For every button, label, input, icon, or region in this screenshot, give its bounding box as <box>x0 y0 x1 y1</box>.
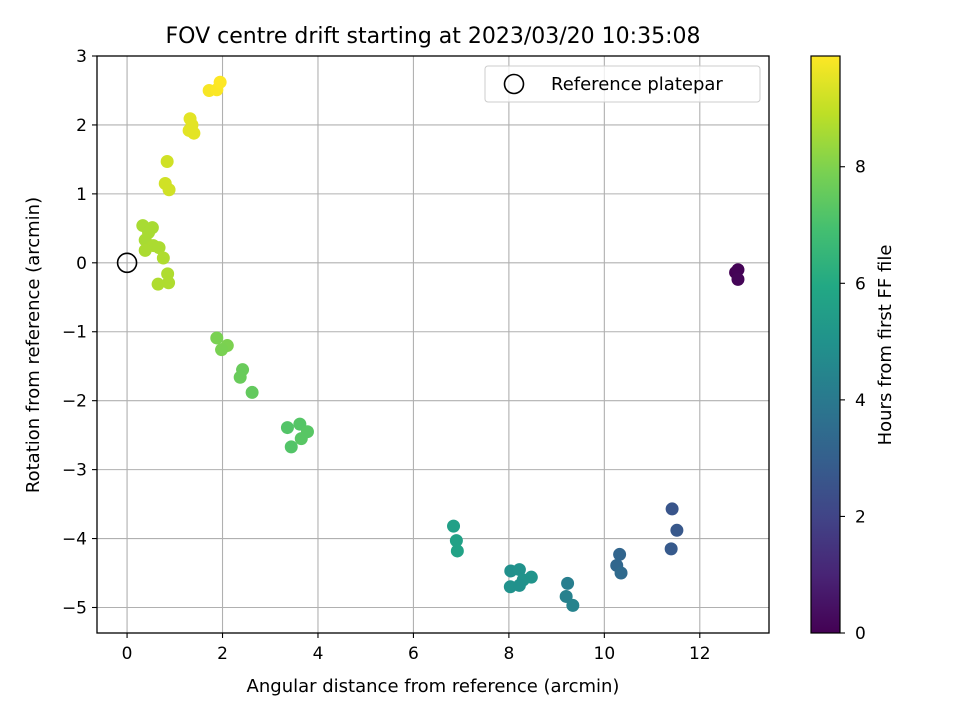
data-point <box>294 432 308 446</box>
colorbar-ticks: 0 2 4 6 8 <box>840 158 866 644</box>
data-point <box>561 576 575 590</box>
y-tick-label: 0 <box>76 254 87 274</box>
data-point <box>664 542 678 556</box>
data-point <box>162 183 176 197</box>
data-point <box>138 243 152 257</box>
data-point <box>447 519 461 533</box>
legend: Reference platepar <box>484 65 761 103</box>
x-tick-label: 6 <box>408 644 419 664</box>
data-point <box>213 75 227 89</box>
y-tick-label: 1 <box>76 185 87 205</box>
colorbar-label: Hours from first FF file <box>875 245 896 446</box>
data-point <box>512 578 526 592</box>
data-point <box>614 566 628 580</box>
colorbar-gradient <box>810 55 841 634</box>
data-point <box>233 370 247 384</box>
y-tick-label: −3 <box>62 461 87 481</box>
y-tick-label: −1 <box>62 323 87 343</box>
reference-platepar-marker <box>116 252 138 274</box>
data-point <box>156 251 170 265</box>
legend-box <box>484 65 761 103</box>
data-point <box>566 598 580 612</box>
x-axis-ticks: 0 2 4 6 8 10 12 <box>122 633 711 664</box>
x-axis-label: Angular distance from reference (arcmin) <box>247 676 620 697</box>
y-axis-label: Rotation from reference (arcmin) <box>23 197 44 493</box>
colorbar: 0 2 4 6 8 Hours from first FF file <box>810 55 896 644</box>
y-axis-ticks: 3 2 1 0 −1 −2 −3 −4 −5 <box>62 47 97 618</box>
colorbar-tick-label: 0 <box>855 624 866 644</box>
grid-lines <box>97 55 769 633</box>
data-point <box>160 154 174 168</box>
data-point <box>280 421 294 435</box>
data-point <box>215 343 229 357</box>
plot-frame <box>96 55 770 634</box>
data-point <box>731 272 745 286</box>
data-point <box>450 544 464 558</box>
data-point <box>187 126 201 140</box>
data-point <box>152 241 166 255</box>
y-tick-label: 3 <box>76 47 87 67</box>
data-point <box>665 502 679 516</box>
data-point <box>559 589 573 603</box>
x-tick-label: 8 <box>503 644 514 664</box>
colorbar-tick-label: 8 <box>855 158 866 178</box>
data-point <box>210 331 224 345</box>
data-point <box>284 440 298 454</box>
data-point <box>670 523 684 537</box>
y-tick-label: 2 <box>76 116 87 136</box>
y-tick-label: −5 <box>62 598 87 618</box>
x-tick-label: 4 <box>313 644 324 664</box>
x-tick-label: 10 <box>594 644 616 664</box>
colorbar-tick-label: 2 <box>855 507 866 527</box>
data-point <box>449 534 463 548</box>
data-point <box>731 263 745 277</box>
x-tick-label: 0 <box>122 644 133 664</box>
x-tick-label: 2 <box>217 644 228 664</box>
legend-open-circle-icon <box>503 73 525 95</box>
data-point <box>512 563 526 577</box>
data-point <box>245 385 259 399</box>
y-tick-label: −2 <box>62 392 87 412</box>
colorbar-tick-label: 6 <box>855 274 866 294</box>
data-point <box>162 276 176 290</box>
chart-title: FOV centre drift starting at 2023/03/20 … <box>166 24 701 49</box>
y-tick-label: −4 <box>62 530 87 550</box>
legend-label: Reference platepar <box>551 74 723 95</box>
x-tick-label: 12 <box>689 644 711 664</box>
data-point <box>613 547 627 561</box>
data-points <box>136 75 745 612</box>
colorbar-tick-label: 4 <box>855 391 866 411</box>
data-point <box>151 277 165 291</box>
